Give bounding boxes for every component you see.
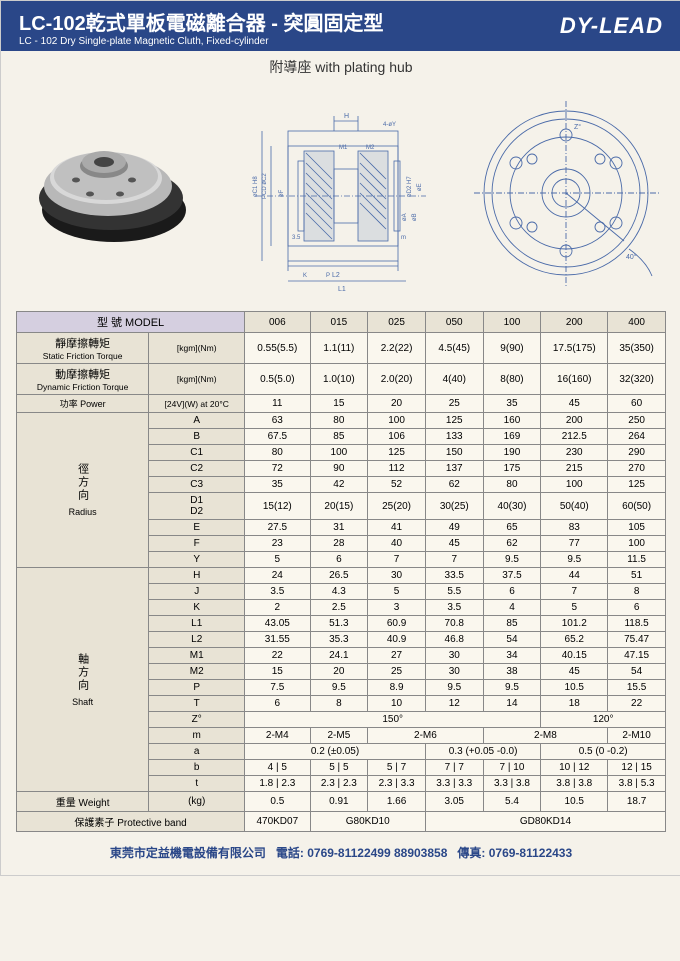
svg-text:3.5: 3.5 xyxy=(292,235,301,241)
svg-text:H: H xyxy=(344,113,349,120)
model-label: 型 號 MODEL xyxy=(17,312,245,333)
svg-text:øC1 H8: øC1 H8 xyxy=(253,175,259,196)
header-left: LC-102乾式單板電磁離合器 - 突圓固定型 LC - 102 Dry Sin… xyxy=(19,7,383,47)
tel-number: 0769-81122499 88903858 xyxy=(307,846,447,860)
company-name: 東莞市定益機電設備有限公司 xyxy=(110,846,266,860)
svg-text:PCD øC2: PCD øC2 xyxy=(262,172,268,198)
brand-logo-text: DY-LEAD xyxy=(560,7,663,39)
title-cn: LC-102乾式單板電磁離合器 - 突圓固定型 xyxy=(19,7,383,36)
row-static-torque: 靜摩擦轉矩Static Friction Torque [kgm](Nm) 0.… xyxy=(17,333,666,364)
engineering-drawing-section: H L2 L1 M1 M2 3.5 K P øC1 H8 PCD øC2 øF … xyxy=(221,88,451,298)
svg-text:øE: øE xyxy=(417,183,423,191)
product-photo xyxy=(21,113,201,273)
header-bar: LC-102乾式單板電磁離合器 - 突圓固定型 LC - 102 Dry Sin… xyxy=(1,1,680,51)
row-weight: 重量 Weight (kg) 0.50.911.663.055.410.518.… xyxy=(17,792,666,812)
svg-text:øA: øA xyxy=(402,213,408,221)
fax-number: 0769-81122433 xyxy=(489,846,572,860)
diagram-row: H L2 L1 M1 M2 3.5 K P øC1 H8 PCD øC2 øF … xyxy=(1,79,680,311)
engineering-drawing-front: 40° Z° xyxy=(471,98,661,288)
row-dynamic-torque: 動摩擦轉矩Dynamic Friction Torque [kgm](Nm) 0… xyxy=(17,364,666,395)
svg-text:4-øY: 4-øY xyxy=(383,122,396,128)
svg-text:M1: M1 xyxy=(339,145,348,151)
svg-text:øF: øF xyxy=(279,189,285,197)
row-power: 功率 Power [24V](W) at 20°C 11152025354560 xyxy=(17,395,666,413)
svg-text:øD2 H7: øD2 H7 xyxy=(407,175,413,196)
footer: 東莞市定益機電設備有限公司 電話: 0769-81122499 88903858… xyxy=(1,836,680,875)
svg-text:P: P xyxy=(326,273,330,279)
row-model: 型 號 MODEL 006 015 025 050 100 200 400 xyxy=(17,312,666,333)
svg-text:L2: L2 xyxy=(332,272,340,279)
svg-text:øB: øB xyxy=(412,213,418,221)
svg-text:m: m xyxy=(401,235,406,241)
subtitle: 附導座 with plating hub xyxy=(1,51,680,79)
svg-text:40°: 40° xyxy=(626,253,637,261)
svg-text:Z°: Z° xyxy=(574,123,581,131)
row-protective: 保護素子 Protective band 470KD07 G80KD10 GD8… xyxy=(17,812,666,832)
svg-text:L1: L1 xyxy=(338,286,346,293)
title-en: LC - 102 Dry Single-plate Magnetic Cluth… xyxy=(19,36,383,47)
axial-group: 軸方向Shaft xyxy=(17,568,149,792)
svg-text:K: K xyxy=(303,273,307,279)
radial-group: 徑方向Radius xyxy=(17,413,149,568)
svg-text:M2: M2 xyxy=(366,145,375,151)
spec-table: 型 號 MODEL 006 015 025 050 100 200 400 靜摩… xyxy=(16,311,666,832)
page: LC-102乾式單板電磁離合器 - 突圓固定型 LC - 102 Dry Sin… xyxy=(0,0,680,876)
